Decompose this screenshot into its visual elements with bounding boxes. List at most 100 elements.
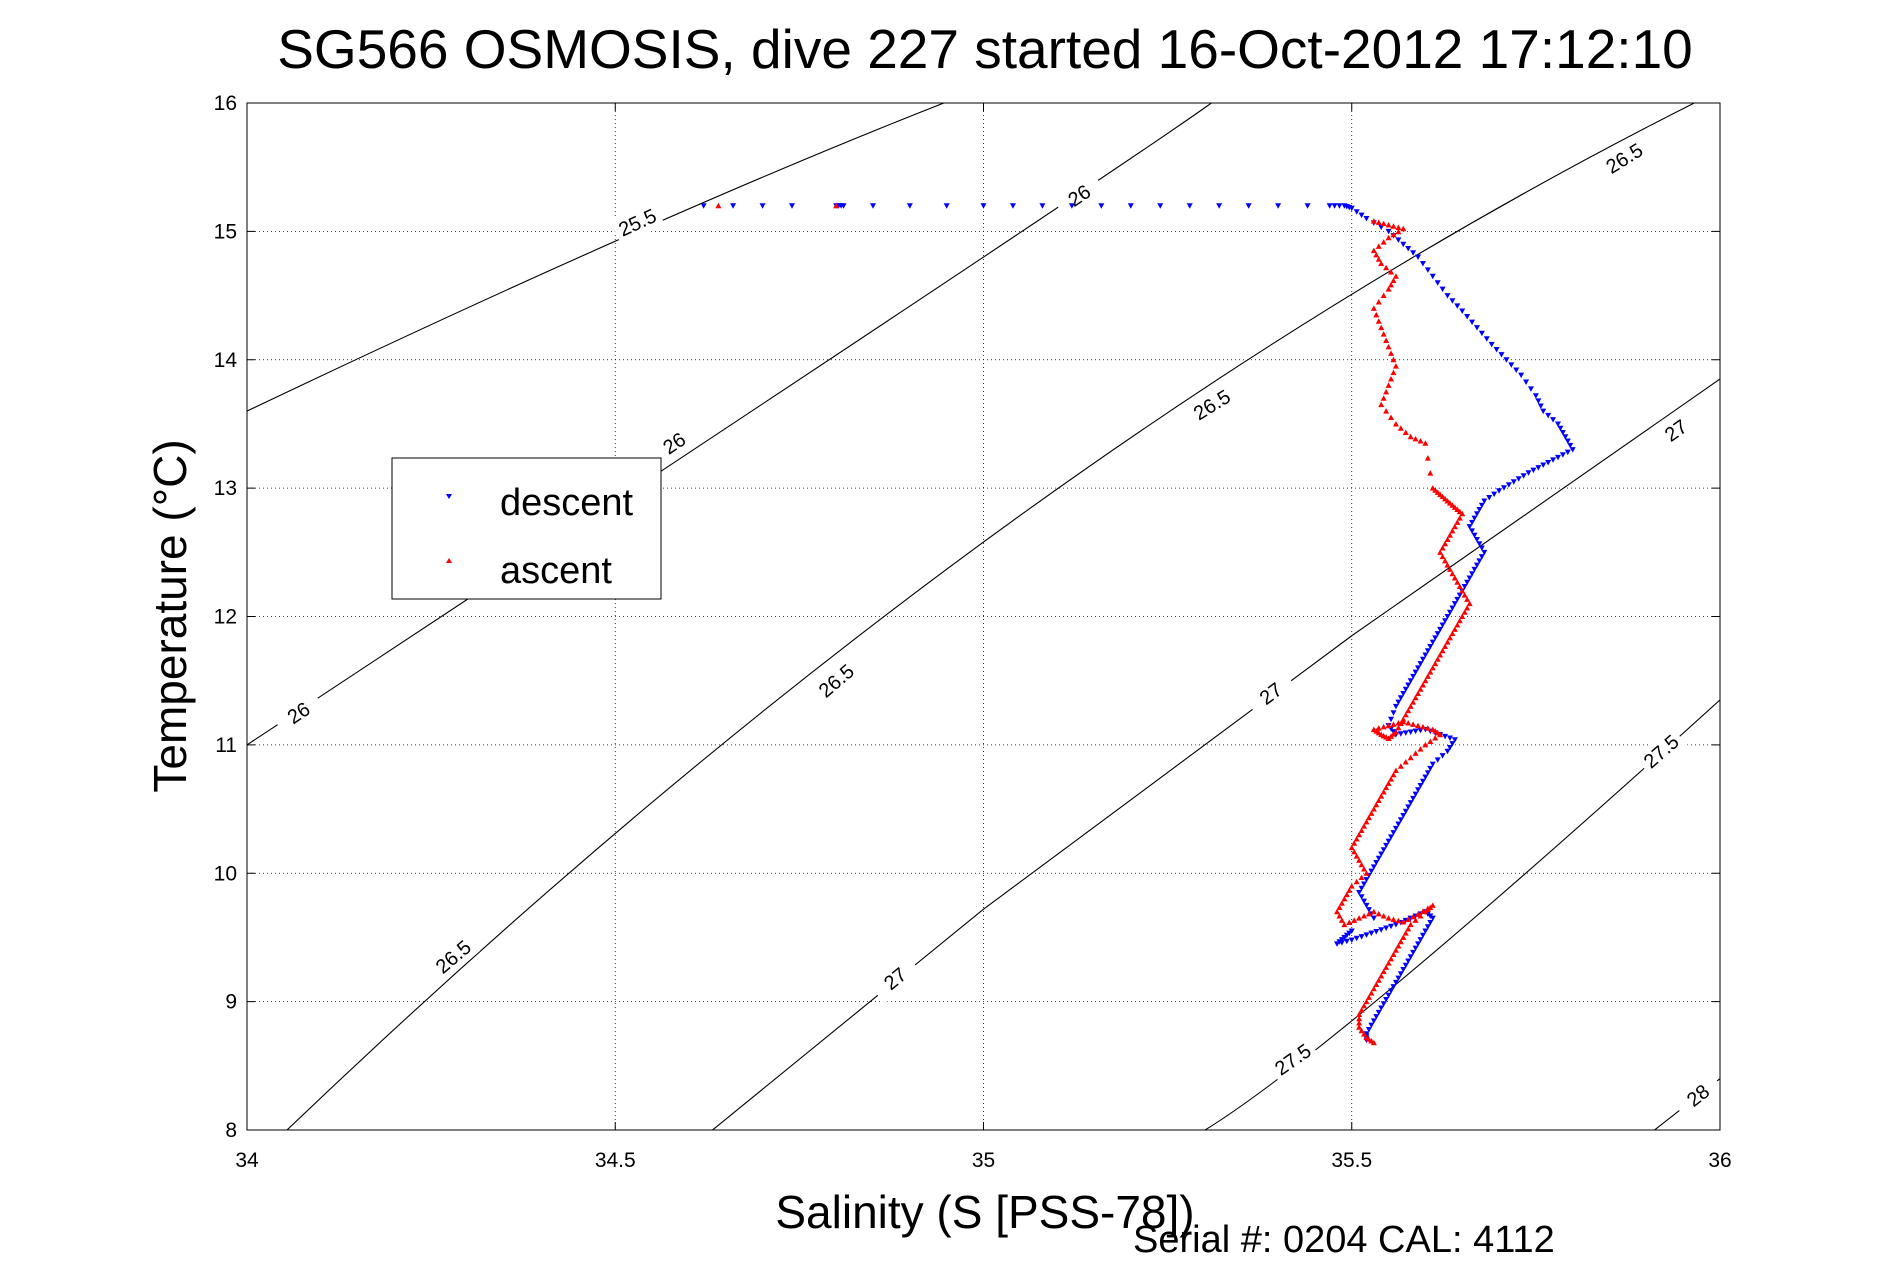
descent-point [1412, 728, 1419, 735]
ascent-point [1378, 260, 1385, 266]
descent-point [1439, 622, 1446, 629]
contour-label-bg [868, 953, 922, 1004]
descent-point [1432, 635, 1439, 641]
ascent-point [1383, 337, 1390, 343]
descent-point [1405, 958, 1412, 964]
descent-point [1395, 975, 1402, 982]
contour-label-bg [1184, 381, 1240, 429]
ascent-point [1361, 1002, 1368, 1009]
ascent-point [1402, 758, 1409, 765]
descent-point [1486, 495, 1493, 501]
ascent-point [1336, 913, 1343, 919]
y-tick-label: 11 [215, 734, 237, 757]
ascent-point [1380, 331, 1387, 337]
ascent-point [1380, 220, 1387, 227]
y-tick-label: 9 [225, 991, 237, 1014]
ascent-point [1424, 725, 1431, 731]
descent-point [1439, 286, 1446, 293]
descent-point [1365, 1026, 1372, 1033]
descent-point [1388, 988, 1395, 994]
ascent-point [1373, 801, 1380, 808]
descent-point [1439, 753, 1446, 759]
ascent-point [1385, 221, 1392, 228]
ascent-point [1464, 604, 1471, 611]
ascent-point [1370, 305, 1377, 311]
descent-point [1363, 932, 1370, 938]
descent-point [1304, 203, 1311, 209]
descent-point [1505, 482, 1512, 488]
descent-point [1375, 1009, 1382, 1016]
ascent-point [1410, 721, 1417, 727]
ascent-point [1370, 806, 1377, 812]
descent-point [1375, 855, 1382, 862]
descent-point [1540, 408, 1547, 415]
ascent-point [1375, 729, 1382, 736]
ascent-point [1353, 853, 1360, 859]
ascent-point [1422, 908, 1429, 915]
descent-point [1400, 241, 1407, 248]
ascent-point [1454, 622, 1461, 628]
ascent-point [1429, 664, 1436, 671]
ascent-point [1378, 793, 1385, 799]
legend-box [391, 457, 662, 600]
ascent-point [1439, 545, 1446, 551]
descent-point [1397, 817, 1404, 823]
descent-point [1508, 362, 1515, 368]
descent-point [1469, 519, 1476, 526]
ascent-point [1402, 429, 1409, 435]
ascent-point [1356, 1011, 1363, 1017]
ascent-point [1449, 570, 1456, 577]
ascent-point [1363, 998, 1370, 1005]
contour-label-bg [426, 931, 480, 983]
ascent-point [1388, 955, 1395, 962]
ascent-point [1400, 225, 1407, 232]
descent-point [1348, 937, 1355, 944]
x-tick-label: 35 [972, 1149, 995, 1172]
ascent-point [1397, 938, 1404, 945]
contour-line-27-5 [1204, 699, 1720, 1130]
descent-point [1478, 330, 1485, 337]
descent-point [1476, 507, 1483, 513]
descent-point [1363, 216, 1370, 222]
ascent-point [1358, 861, 1365, 868]
descent-point [1427, 643, 1434, 650]
descent-point [1527, 386, 1534, 392]
descent-point [1368, 868, 1375, 875]
descent-point [1466, 575, 1473, 581]
ascent-point [1373, 251, 1380, 258]
descent-point [1424, 648, 1431, 654]
ascent-point [1392, 363, 1399, 369]
ascent-point [1378, 972, 1385, 979]
ascent-point [1388, 376, 1395, 382]
contour-label-bg [1596, 134, 1652, 182]
descent-point [1419, 260, 1426, 267]
ascent-point [1432, 735, 1439, 741]
descent-point [1407, 800, 1414, 806]
ascent-point [1451, 523, 1458, 530]
descent-point [980, 203, 987, 209]
ascent-point [1410, 913, 1417, 920]
descent-point [1422, 774, 1429, 780]
descent-point [1545, 459, 1552, 466]
descent-point [1390, 984, 1397, 990]
descent-point [1405, 682, 1412, 688]
descent-point [1383, 996, 1390, 1003]
ascent-point [1456, 583, 1463, 590]
ascent-point [1427, 669, 1434, 675]
descent-point [1466, 524, 1473, 530]
descent-point [1567, 442, 1574, 449]
descent-point [1358, 212, 1365, 219]
descent-point [1412, 669, 1419, 676]
ascent-point [1444, 639, 1451, 645]
descent-point [1361, 881, 1368, 887]
ascent-point [1353, 836, 1360, 842]
descent-point [1373, 1014, 1380, 1020]
ascent-point [1348, 883, 1355, 889]
ascent-point [1370, 726, 1377, 732]
contour-label-bg [809, 655, 863, 707]
descent-point [1473, 325, 1480, 331]
ascent-point [1437, 731, 1444, 738]
ascent-point [1419, 681, 1426, 688]
ascent-point [1451, 626, 1458, 632]
descent-point [1370, 864, 1377, 870]
